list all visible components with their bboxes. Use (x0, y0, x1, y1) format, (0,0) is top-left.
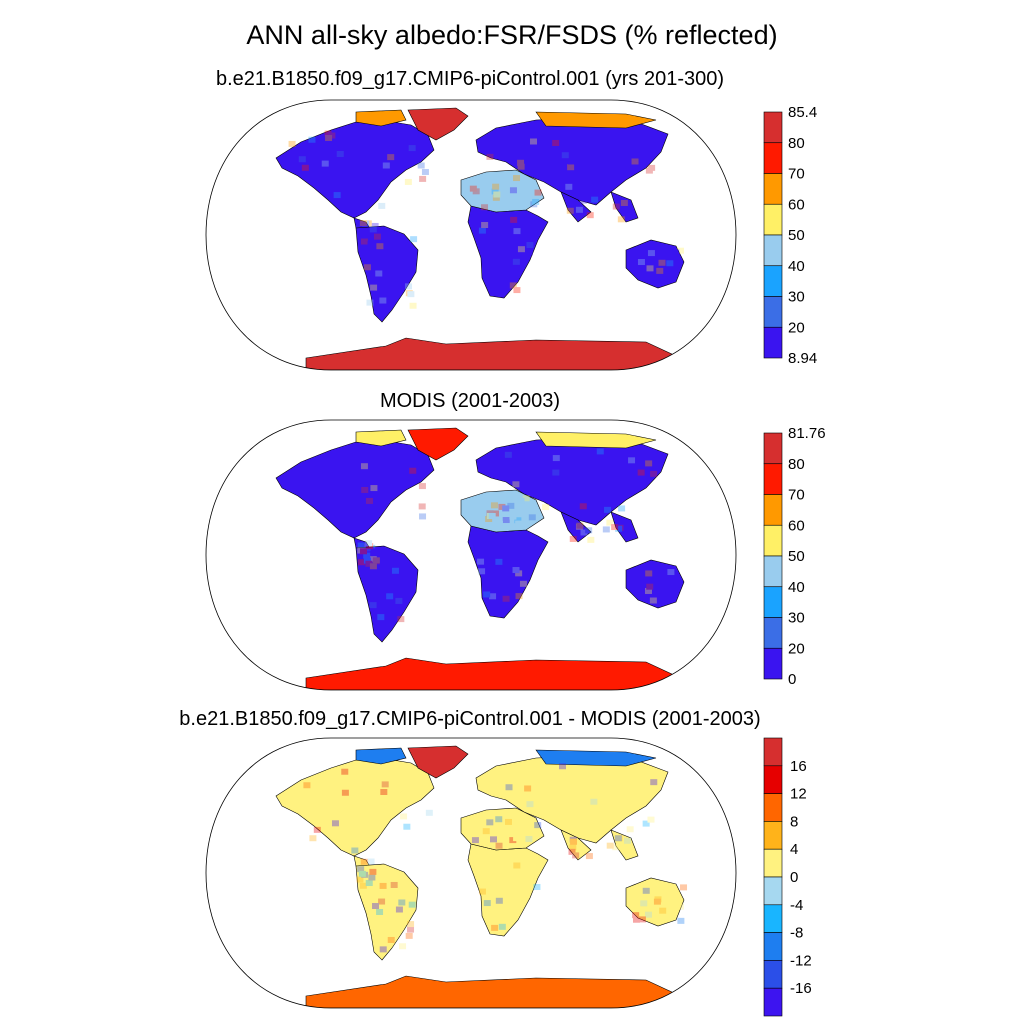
region-australia (625, 877, 685, 927)
colorbar-tick-label: -16 (790, 980, 812, 997)
panel-1-title: b.e21.B1850.f09_g17.CMIP6-piControl.001 … (215, 68, 725, 90)
colorbar-tick-label: 60 (788, 517, 805, 534)
region-south-america (355, 545, 419, 643)
colorbar-swatch (763, 932, 783, 961)
colorbar-swatch (763, 793, 783, 822)
colorbar-tick-label: 70 (788, 166, 805, 183)
colorbar-swatch (763, 821, 783, 850)
colorbar-swatch (763, 296, 783, 328)
region-sahara (460, 807, 545, 851)
region-south-america (355, 225, 419, 323)
colorbar-tick-label: 4 (790, 841, 798, 858)
colorbar-swatch (763, 904, 783, 933)
colorbar-swatch (763, 848, 783, 878)
colorbar-swatch (763, 111, 783, 144)
region-india-sea (560, 511, 639, 543)
colorbar-swatch (763, 463, 783, 495)
colorbar-swatch (763, 326, 783, 359)
colorbar-swatch (763, 203, 783, 236)
region-sahara (460, 489, 545, 533)
colorbar-tick-label: 20 (788, 319, 805, 336)
grid-texture (303, 763, 688, 953)
region-greenland (407, 107, 469, 141)
region-australia (625, 559, 685, 609)
colorbar-swatch (763, 876, 783, 906)
grid-texture (288, 130, 684, 309)
region-arctic-rim (355, 109, 657, 129)
colorbar-swatch (763, 617, 783, 649)
colorbar-3: 16 12 8 4 0 -4 -8 -12 -16 (763, 737, 812, 1017)
region-antarctica (305, 975, 677, 1008)
colorbar-tick-label: -4 (790, 897, 803, 914)
colorbar-tick-label: 0 (788, 671, 796, 688)
map-panel-2 (205, 419, 737, 691)
colorbar-tick-label: 8.94 (788, 350, 817, 367)
panel-2-title: MODIS (2001-2003) (379, 390, 561, 412)
colorbar-swatch (763, 234, 783, 267)
colorbar-swatch (763, 524, 783, 557)
region-africa (467, 525, 549, 619)
region-australia (625, 239, 685, 289)
map-panel-1 (205, 99, 737, 371)
colorbar-swatch (763, 173, 783, 205)
colorbar-tick-label: 70 (788, 487, 805, 504)
region-greenland (407, 745, 469, 779)
region-africa (467, 205, 549, 299)
colorbar-tick-label: 80 (788, 135, 805, 152)
colorbar-1: 85.4 80 70 60 50 40 30 20 8.94 (763, 104, 817, 367)
region-india-sea (560, 829, 639, 861)
region-africa (467, 843, 549, 937)
figure-title: ANN all-sky albedo:FSR/FSDS (% reflected… (246, 20, 778, 50)
colorbar-swatch (763, 494, 783, 526)
colorbar-tick-label: 20 (788, 640, 805, 657)
colorbar-tick-label: 40 (788, 258, 805, 275)
colorbar-2: 81.76 80 70 60 50 40 30 20 0 (763, 425, 826, 688)
colorbar-tick-label: 8 (790, 813, 798, 830)
region-sahara (460, 169, 545, 213)
panel-3-title: b.e21.B1850.f09_g17.CMIP6-piControl.001 … (179, 708, 761, 730)
colorbar-tick-label: 40 (788, 579, 805, 596)
colorbar-swatch (763, 960, 783, 989)
colorbar-swatch (763, 142, 783, 174)
region-south-america (355, 863, 419, 961)
colorbar-tick-label: 50 (788, 548, 805, 565)
colorbar-tick-label: 12 (790, 786, 807, 803)
colorbar-tick-label: 60 (788, 196, 805, 213)
colorbar-tick-label: 30 (788, 610, 805, 627)
colorbar-tick-label: 81.76 (788, 425, 826, 442)
colorbar-swatch (763, 765, 783, 794)
region-india-sea (560, 191, 639, 223)
colorbar-tick-label: -8 (790, 925, 803, 942)
colorbar-swatch (763, 586, 783, 618)
colorbar-swatch (763, 432, 783, 465)
colorbar-swatch (763, 265, 783, 297)
region-antarctica (305, 657, 677, 690)
colorbar-tick-label: 16 (790, 758, 807, 775)
region-antarctica (305, 337, 677, 370)
grid-texture (357, 448, 675, 623)
colorbar-tick-label: 80 (788, 456, 805, 473)
colorbar-tick-label: 0 (790, 869, 798, 886)
colorbar-tick-label: 50 (788, 227, 805, 244)
region-greenland (407, 427, 469, 461)
colorbar-swatch (763, 647, 783, 680)
region-arctic-rim (355, 429, 657, 449)
colorbar-swatch (763, 987, 783, 1017)
colorbar-tick-label: -12 (790, 952, 812, 969)
colorbar-swatch (763, 555, 783, 588)
colorbar-swatch (763, 737, 783, 767)
region-arctic-rim (355, 747, 657, 767)
colorbar-tick-label: 85.4 (788, 104, 817, 121)
map-panel-3 (205, 737, 737, 1009)
colorbar-tick-label: 30 (788, 289, 805, 306)
